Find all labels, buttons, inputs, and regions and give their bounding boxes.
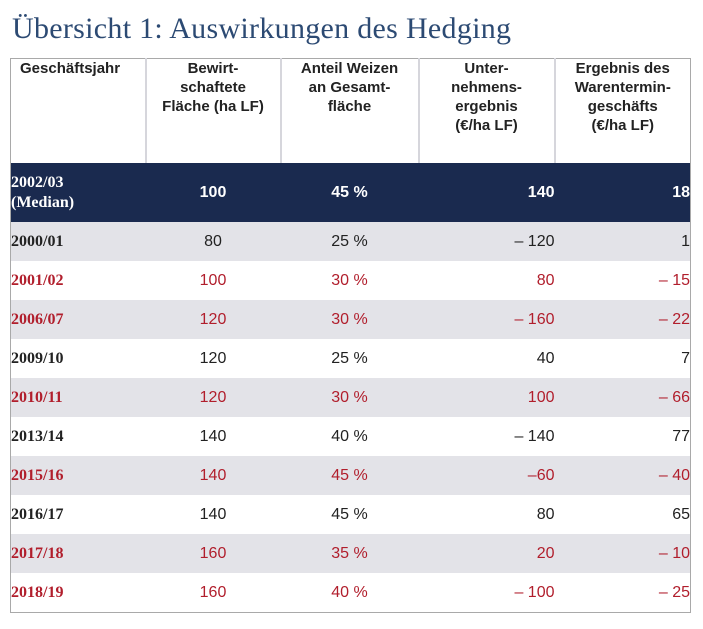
header-row: Geschäftsjahr Bewirt- schaftete Fläche (… xyxy=(10,58,691,163)
table-cell: 80 xyxy=(536,505,555,523)
table-cell: 80 xyxy=(536,271,555,289)
table-cell: 2006/07 xyxy=(10,300,146,339)
table-cell: 40 xyxy=(536,349,555,367)
table-cell: – 160 xyxy=(418,300,555,339)
table-row: 2017/18 160 35 % 20– 10 xyxy=(10,534,691,573)
table-cell: – 120 xyxy=(418,222,555,261)
table-row: 2013/14 140 40 % – 140 77 xyxy=(11,417,691,456)
table-cell: 2018/19 xyxy=(11,583,64,601)
table-cell: 160 xyxy=(145,534,281,573)
column-header: Unter- nehmens- ergebnis (€/ha LF) xyxy=(418,58,556,163)
table-cell: 45 % xyxy=(280,456,419,495)
table-cell: 2010/11 xyxy=(10,378,146,417)
table-cell: 45 % xyxy=(331,505,368,523)
table-cell: 2013/14 xyxy=(11,427,64,445)
table-cell: 2017/18 xyxy=(10,534,146,573)
table-cell: 100 xyxy=(418,378,555,417)
table-cell: – 100 xyxy=(514,583,555,601)
table-cell: – 15 xyxy=(658,271,690,289)
table-cell: – 10 xyxy=(554,534,691,573)
table-cell: 30 % xyxy=(280,300,419,339)
table-row: 2000/01 80 25 % – 120 1 xyxy=(10,222,691,261)
table-cell: 1 xyxy=(554,222,691,261)
table-cell: 120 xyxy=(145,300,281,339)
page-title: Übersicht 1: Auswirkungen des Hedging xyxy=(12,12,512,45)
table-cell: 120 xyxy=(199,349,227,367)
table-cell: 25 % xyxy=(331,349,368,367)
table-cell: 160 xyxy=(199,583,227,601)
table-cell: 140 xyxy=(199,427,227,445)
table-cell: – 25 xyxy=(658,583,690,601)
table-cell: 40 % xyxy=(331,583,368,601)
table-cell: 18 xyxy=(554,163,691,222)
hedging-table: Geschäftsjahr Bewirt- schaftete Fläche (… xyxy=(10,58,691,613)
table-cell: 2002/03 (Median) xyxy=(10,163,146,222)
table-cell: 140 xyxy=(145,456,281,495)
column-header: Anteil Weizen an Gesamt- fläche xyxy=(280,58,420,163)
table-cell: 100 xyxy=(199,271,227,289)
table-cell: 80 xyxy=(145,222,281,261)
table-cell: 40 % xyxy=(331,427,368,445)
column-header: Bewirt- schaftete Fläche (ha LF) xyxy=(145,58,282,163)
table-cell: 65 xyxy=(672,505,690,523)
table-cell: 30 % xyxy=(280,378,419,417)
table-cell: – 22 xyxy=(554,300,691,339)
column-header: Ergebnis des Warentermin- geschäfts (€/h… xyxy=(554,58,691,163)
table-cell: – 40 xyxy=(554,456,691,495)
table-cell: 120 xyxy=(145,378,281,417)
table-cell: 45 % xyxy=(280,163,419,222)
table-row: 2006/07 120 30 % – 160– 22 xyxy=(10,300,691,339)
median-row: 2002/03 (Median) 100 45 % 140 18 xyxy=(10,163,691,222)
table-cell: 140 xyxy=(418,163,555,222)
table-row: 2001/02 100 30 % 80 – 15 xyxy=(11,261,691,300)
table-cell: 7 xyxy=(681,349,690,367)
table-row: 2015/16 140 45 % –60– 40 xyxy=(10,456,691,495)
table-row: 2009/10 120 25 % 40 7 xyxy=(11,339,691,378)
table-cell: 25 % xyxy=(280,222,419,261)
table-cell: 2009/10 xyxy=(11,349,64,367)
table-cell: – 66 xyxy=(554,378,691,417)
column-header: Geschäftsjahr xyxy=(10,58,147,163)
table-cell: 35 % xyxy=(280,534,419,573)
table-cell: 20 xyxy=(418,534,555,573)
table-cell: 2016/17 xyxy=(11,505,64,523)
table-cell: 30 % xyxy=(331,271,368,289)
table-cell: – 140 xyxy=(514,427,555,445)
table-cell: 2000/01 xyxy=(10,222,146,261)
table-cell: 140 xyxy=(199,505,227,523)
table-cell: 100 xyxy=(145,163,281,222)
table-row: 2016/17 140 45 % 80 65 xyxy=(11,495,691,534)
table-row: 2018/19 160 40 % – 100 – 25 xyxy=(11,573,691,613)
table-cell: 2015/16 xyxy=(10,456,146,495)
table-cell: –60 xyxy=(418,456,555,495)
table-row: 2010/11 120 30 % 100– 66 xyxy=(10,378,691,417)
table-cell: 77 xyxy=(672,427,690,445)
table-cell: 2001/02 xyxy=(11,271,64,289)
